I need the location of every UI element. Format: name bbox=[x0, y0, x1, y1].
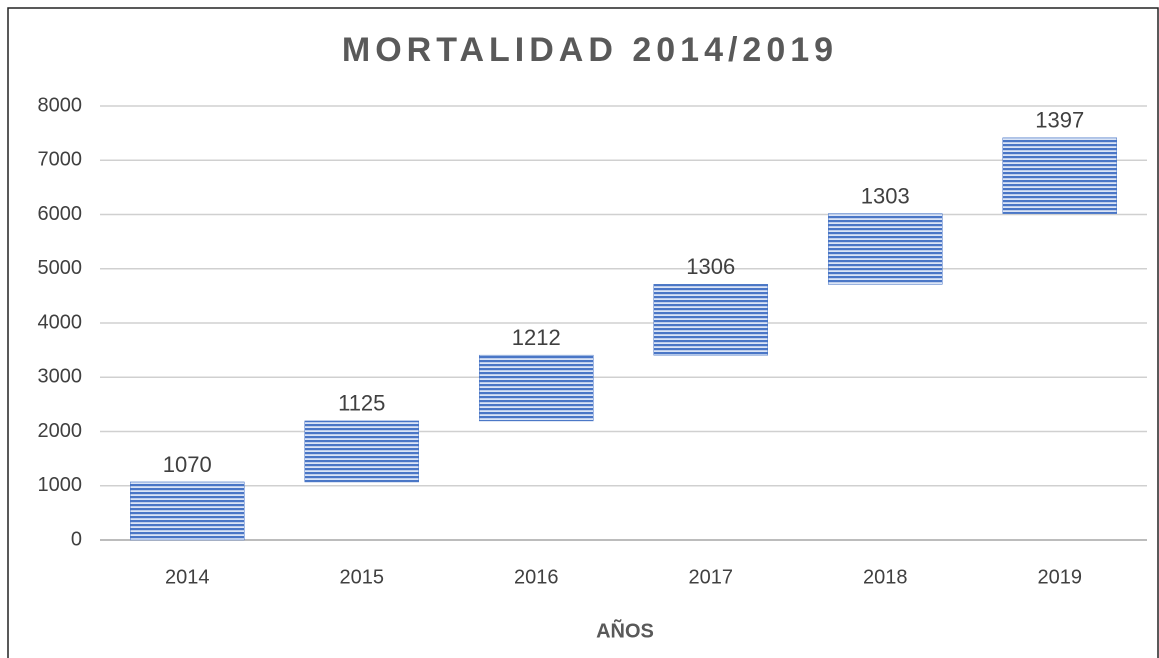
bar bbox=[304, 420, 419, 483]
y-tick-label: 5000 bbox=[38, 257, 83, 279]
bar bbox=[828, 213, 943, 285]
x-tick-label: 2016 bbox=[514, 566, 559, 588]
x-tick-label: 2017 bbox=[689, 566, 734, 588]
data-label: 1070 bbox=[163, 452, 212, 477]
x-axis-title: AÑOS bbox=[596, 619, 654, 642]
chart-frame bbox=[7, 7, 1159, 658]
data-label: 1125 bbox=[338, 391, 385, 416]
y-tick-label: 4000 bbox=[38, 311, 83, 333]
data-label: 1306 bbox=[686, 254, 735, 279]
bar bbox=[130, 481, 245, 541]
x-tick-label: 2015 bbox=[340, 566, 385, 588]
bar bbox=[653, 284, 768, 356]
x-tick-label: 2014 bbox=[165, 566, 210, 588]
data-label: 1397 bbox=[1035, 108, 1084, 133]
chart-title: MORTALIDAD 2014/2019 bbox=[342, 31, 838, 69]
x-tick-label: 2018 bbox=[863, 566, 908, 588]
data-label: 1212 bbox=[512, 325, 561, 350]
y-tick-label: 8000 bbox=[38, 94, 83, 116]
x-tick-label: 2019 bbox=[1038, 566, 1083, 588]
y-tick-label: 1000 bbox=[38, 474, 83, 496]
bar bbox=[479, 354, 594, 422]
data-label: 1303 bbox=[861, 183, 910, 208]
y-tick-label: 7000 bbox=[38, 149, 83, 171]
y-tick-label: 6000 bbox=[38, 203, 83, 225]
y-tick-label: 2000 bbox=[38, 420, 83, 442]
y-tick-label: 3000 bbox=[38, 366, 83, 388]
bar bbox=[1002, 137, 1117, 214]
y-tick-label: 0 bbox=[71, 528, 82, 550]
